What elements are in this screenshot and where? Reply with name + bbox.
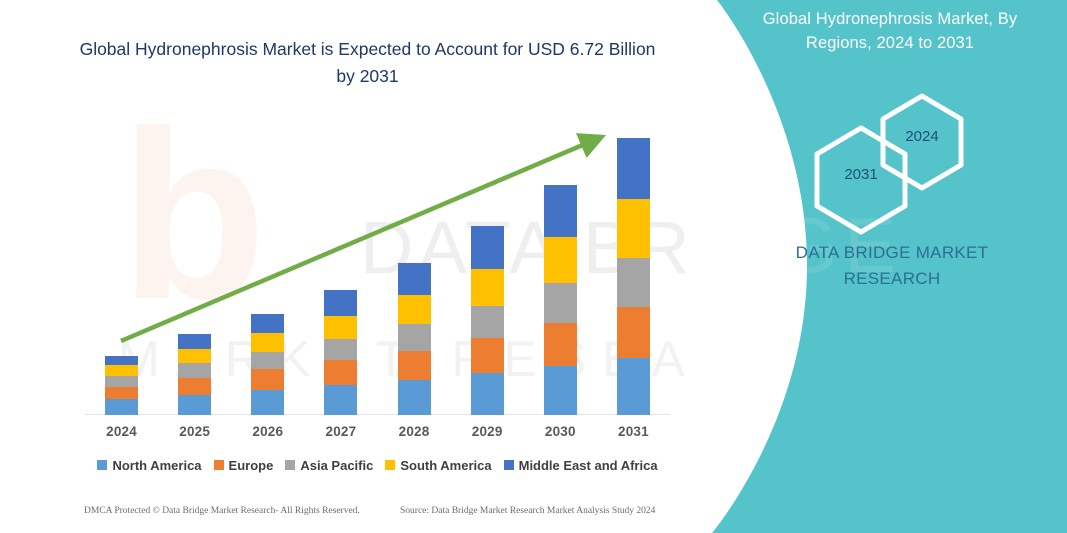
legend-label: Asia Pacific: [300, 457, 374, 473]
bar-segment-2027-middle-east-and-africa[interactable]: [324, 290, 358, 316]
x-axis-label-2024: 2024: [106, 424, 137, 439]
bar-segment-2026-europe[interactable]: [251, 369, 285, 390]
legend-item-europe[interactable]: Europe: [213, 457, 274, 473]
legend-label: South America: [400, 457, 492, 473]
legend-swatch-icon: [213, 460, 224, 470]
bar-segment-2025-north-america[interactable]: [178, 394, 212, 415]
legend-swatch-icon: [285, 460, 296, 470]
hexagon-2031: 2031: [811, 124, 911, 236]
bar-column-2026[interactable]: [251, 313, 285, 415]
bar-segment-2025-south-america[interactable]: [178, 348, 212, 364]
bar-segment-2024-europe[interactable]: [105, 386, 139, 400]
bar-segment-2026-south-america[interactable]: [251, 333, 285, 352]
legend-label: North America: [112, 457, 202, 473]
bar-segment-2027-north-america[interactable]: [324, 384, 358, 415]
bar-column-2028[interactable]: [397, 262, 431, 415]
bar-segment-2029-middle-east-and-africa[interactable]: [470, 225, 504, 269]
x-axis-label-2027: 2027: [325, 424, 357, 439]
hexagon-2031-label: 2031: [844, 166, 878, 183]
hexagon-2024-label: 2024: [905, 128, 939, 145]
stacked-bar-chart: [85, 120, 670, 415]
bar-segment-2030-europe[interactable]: [543, 323, 577, 367]
bar-segment-2030-asia-pacific[interactable]: [543, 283, 577, 324]
bar-segment-2028-south-america[interactable]: [397, 295, 431, 325]
panel-curve-shape: [687, 0, 1067, 533]
legend-item-middle-east-and-africa[interactable]: Middle East and Africa: [503, 457, 658, 473]
legend-item-north-america[interactable]: North America: [97, 457, 202, 473]
bar-segment-2030-middle-east-and-africa[interactable]: [543, 184, 577, 237]
bar-segment-2026-middle-east-and-africa[interactable]: [251, 313, 285, 334]
bar-segment-2027-europe[interactable]: [324, 360, 358, 385]
chart-axis-line: [85, 414, 670, 415]
bar-segment-2025-middle-east-and-africa[interactable]: [178, 334, 212, 349]
bar-segment-2024-middle-east-and-africa[interactable]: [105, 355, 139, 366]
legend-item-south-america[interactable]: South America: [385, 457, 492, 473]
bar-segment-2025-europe[interactable]: [178, 377, 212, 395]
bar-segment-2028-europe[interactable]: [397, 350, 431, 380]
x-axis-label-2026: 2026: [252, 424, 284, 439]
x-axis-labels: 2024 2025 2026 2027 2028 2029 2030 2031: [85, 424, 670, 446]
x-axis-label-2031: 2031: [618, 424, 649, 439]
bar-segment-2031-middle-east-and-africa[interactable]: [616, 138, 650, 200]
x-axis-label-2025: 2025: [179, 424, 211, 439]
bar-segment-2029-north-america[interactable]: [470, 373, 504, 415]
bar-segment-2024-south-america[interactable]: [105, 365, 139, 377]
panel-title: Global Hydronephrosis Market, By Regions…: [762, 10, 1018, 52]
bar-segment-2027-south-america[interactable]: [324, 315, 358, 339]
bar-segment-2031-north-america[interactable]: [616, 358, 650, 415]
page-title: Global Hydronephrosis Market is Expected…: [79, 39, 656, 87]
bar-segment-2029-asia-pacific[interactable]: [470, 305, 504, 338]
legend-swatch-icon: [385, 460, 396, 470]
bar-segment-2031-south-america[interactable]: [616, 199, 650, 258]
bar-column-2027[interactable]: [324, 290, 358, 415]
bar-segment-2024-asia-pacific[interactable]: [105, 376, 139, 387]
bar-column-2024[interactable]: [105, 355, 139, 415]
x-axis-label-2028: 2028: [398, 424, 430, 439]
bar-segment-2030-south-america[interactable]: [543, 236, 577, 284]
bar-column-2030[interactable]: [543, 184, 577, 415]
bar-segment-2031-asia-pacific[interactable]: [616, 257, 650, 307]
bar-segment-2025-asia-pacific[interactable]: [178, 363, 212, 378]
bar-segment-2026-asia-pacific[interactable]: [251, 351, 285, 370]
x-axis-label-2030: 2030: [544, 424, 576, 439]
bar-segment-2028-north-america[interactable]: [397, 379, 431, 415]
bar-segment-2029-south-america[interactable]: [470, 268, 504, 306]
legend-label: Europe: [228, 457, 274, 473]
footer-copyright: DMCA Protected © Data Bridge Market Rese…: [84, 506, 360, 516]
footer: DMCA Protected © Data Bridge Market Rese…: [0, 506, 700, 528]
bar-segment-2029-europe[interactable]: [470, 337, 504, 374]
panel-brand-text: DATA BRIDGE MARKET RESEARCH: [795, 243, 989, 288]
bar-column-2031[interactable]: [616, 138, 650, 415]
bar-segment-2026-north-america[interactable]: [251, 389, 285, 415]
bar-segment-2024-north-america[interactable]: [105, 399, 139, 415]
bar-segment-2028-asia-pacific[interactable]: [397, 324, 431, 351]
footer-source: Source: Data Bridge Market Research Mark…: [400, 506, 656, 516]
legend-item-asia-pacific[interactable]: Asia Pacific: [285, 458, 373, 473]
bar-segment-2031-europe[interactable]: [616, 306, 650, 359]
hexagon-group: 2024 2031: [799, 92, 1019, 235]
bar-column-2029[interactable]: [470, 225, 504, 415]
bar-segment-2028-middle-east-and-africa[interactable]: [397, 262, 431, 296]
chart-legend: North America Europe Asia Pacific South Ame…: [85, 454, 670, 476]
legend-swatch-icon: [503, 460, 514, 470]
x-axis-label-2029: 2029: [471, 424, 503, 439]
legend-swatch-icon: [97, 460, 108, 470]
bar-segment-2030-north-america[interactable]: [543, 366, 577, 415]
legend-label: Middle East and Africa: [518, 457, 658, 473]
hexagon-2024: 2024: [877, 92, 967, 192]
bar-segment-2027-asia-pacific[interactable]: [324, 338, 358, 361]
bar-column-2025[interactable]: [178, 334, 212, 415]
right-side-panel: BRIDGE Global Hydronephrosis Market, By …: [687, 0, 1067, 533]
